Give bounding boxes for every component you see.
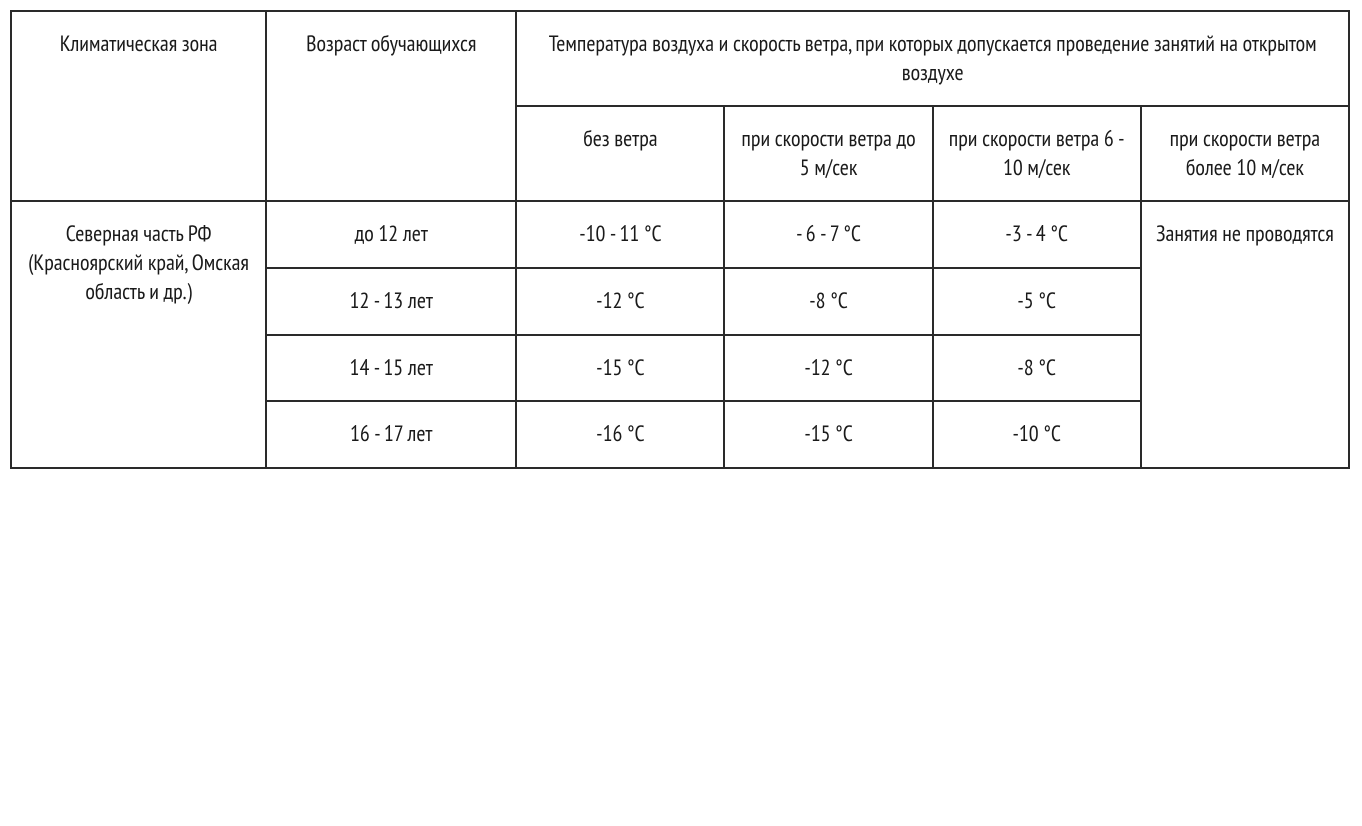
cell-wind-5: -8 °С	[724, 268, 932, 335]
header-age: Возраст обучающихся	[266, 11, 516, 201]
cell-no-wind: -16 °С	[516, 401, 724, 468]
cell-age: 16 - 17 лет	[266, 401, 516, 468]
header-wind-10: при скорости ветра 6 - 10 м/сек	[933, 106, 1141, 201]
cell-age: 12 - 13 лет	[266, 268, 516, 335]
cell-zone: Северная часть РФ (Красноярский край, Ом…	[11, 201, 266, 467]
cell-age: 14 - 15 лет	[266, 335, 516, 402]
cell-age: до 12 лет	[266, 201, 516, 268]
table-row: Северная часть РФ (Красноярский край, Ом…	[11, 201, 1349, 268]
cell-no-wind: -15 °С	[516, 335, 724, 402]
cell-no-wind: -10 - 11 °С	[516, 201, 724, 268]
cell-wind-10: -5 °С	[933, 268, 1141, 335]
cell-no-wind: -12 °С	[516, 268, 724, 335]
cell-wind-5: - 6 - 7 °С	[724, 201, 932, 268]
cell-wind-10: -10 °С	[933, 401, 1141, 468]
header-wind-5: при скорости ветра до 5 м/сек	[724, 106, 932, 201]
cell-wind-5: -12 °С	[724, 335, 932, 402]
header-wind-over-10: при скорости ветра более 10 м/сек	[1141, 106, 1349, 201]
cell-wind-10: -3 - 4 °С	[933, 201, 1141, 268]
header-zone: Климатическая зона	[11, 11, 266, 201]
cell-wind-10: -8 °С	[933, 335, 1141, 402]
climate-regulations-table: Климатическая зона Возраст обучающихся Т…	[10, 10, 1350, 469]
cell-wind-5: -15 °С	[724, 401, 932, 468]
cell-wind-over-10: Занятия не проводятся	[1141, 201, 1349, 467]
header-no-wind: без ветра	[516, 106, 724, 201]
header-temp-group: Температура воздуха и скорость ветра, пр…	[516, 11, 1349, 106]
